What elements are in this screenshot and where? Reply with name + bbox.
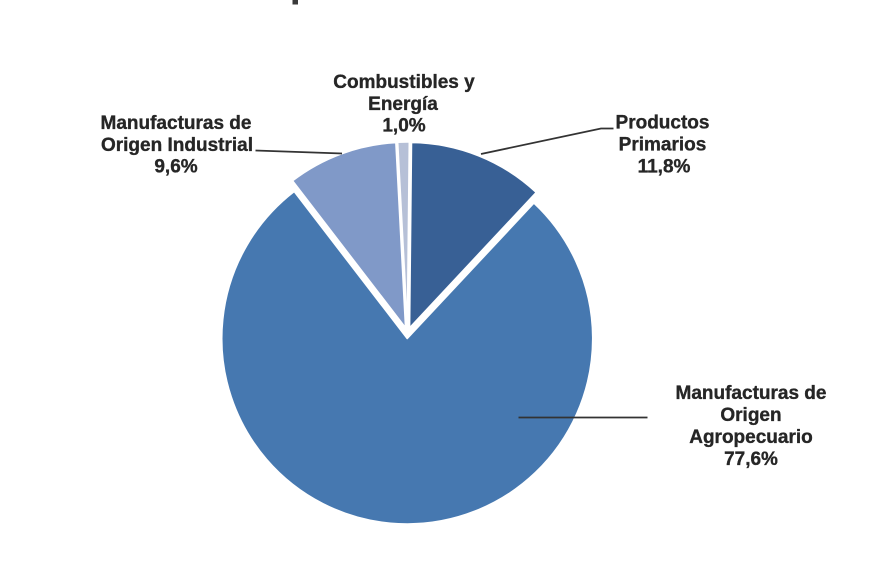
svg-text:Primarios: Primarios: [619, 135, 707, 156]
svg-text:Productos: Productos: [616, 113, 710, 134]
svg-text:Agropecuario: Agropecuario: [689, 427, 813, 448]
svg-text:77,6%: 77,6%: [724, 449, 778, 470]
svg-text:Origen: Origen: [720, 405, 781, 426]
svg-text:1,0%: 1,0%: [382, 116, 425, 137]
svg-text:11,8%: 11,8%: [638, 156, 691, 177]
svg-text:Energía: Energía: [368, 94, 438, 115]
svg-text:Manufacturas de: Manufacturas de: [101, 113, 252, 134]
svg-text:Combustibles y: Combustibles y: [333, 72, 475, 93]
svg-text:Manufacturas de: Manufacturas de: [676, 383, 827, 404]
svg-text:Origen Industrial: Origen Industrial: [101, 135, 253, 156]
svg-text:9,6%: 9,6%: [154, 157, 197, 178]
